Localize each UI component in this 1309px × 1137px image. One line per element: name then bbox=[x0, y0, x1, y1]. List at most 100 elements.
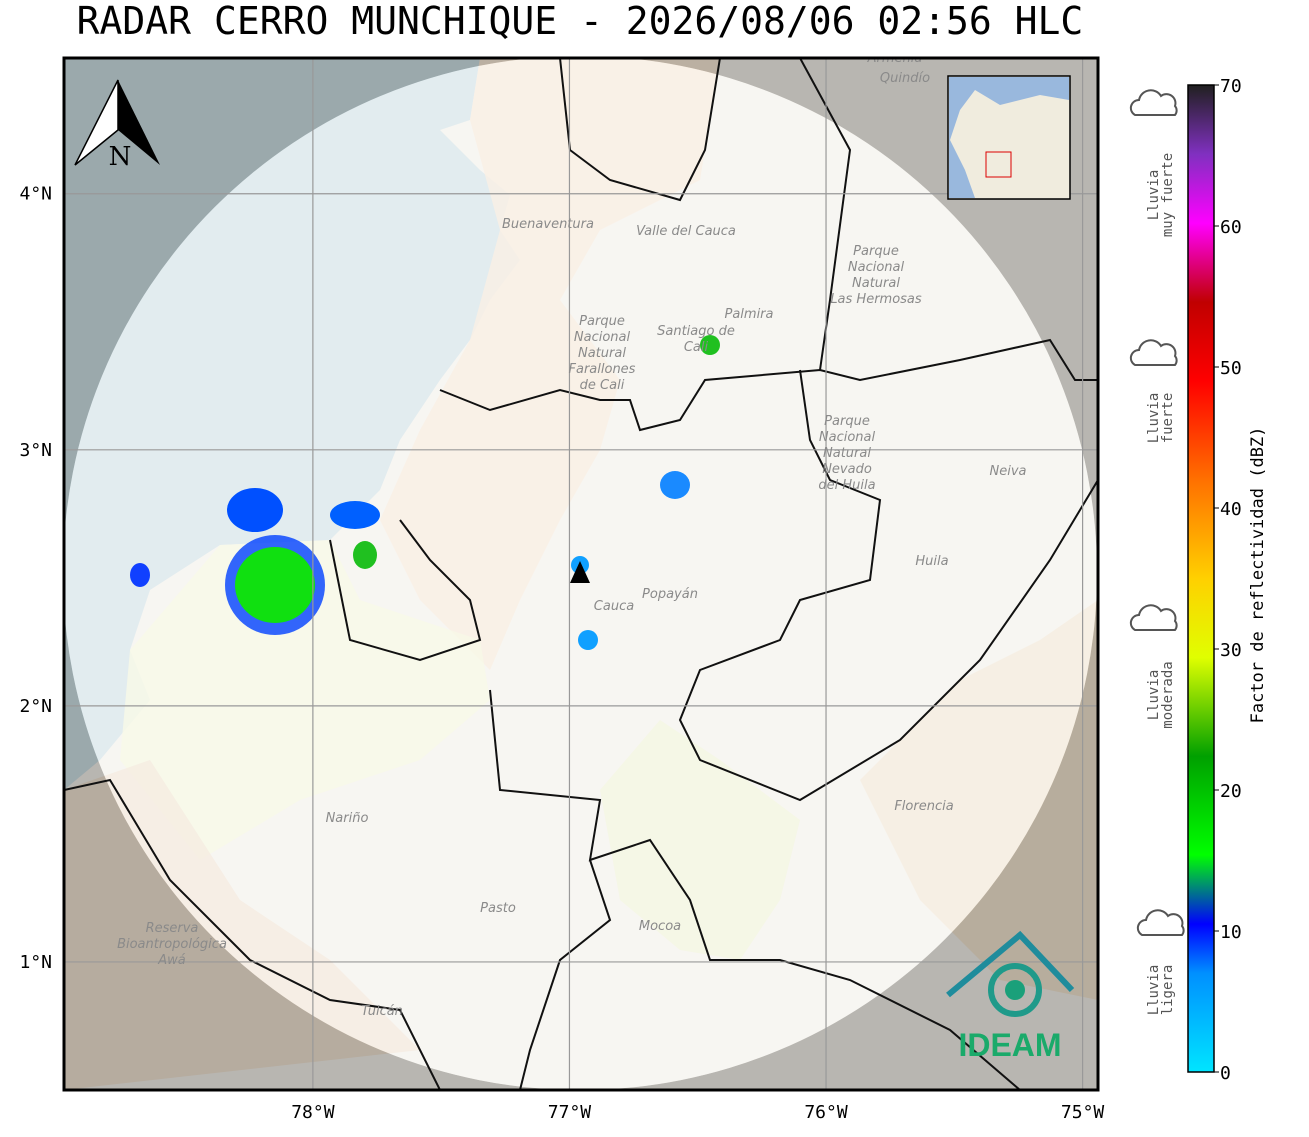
north-arrow: N bbox=[74, 79, 160, 172]
radar-echoes bbox=[130, 335, 720, 650]
place-line: Parque bbox=[824, 414, 870, 429]
echo bbox=[578, 630, 598, 650]
axes: 78°W 77°W 76°W 75°W 4°N 3°N 2°N 1°N bbox=[19, 184, 1104, 1123]
lon-tick-label: 75°W bbox=[1061, 1102, 1105, 1123]
rain-label: Lluvia bbox=[1146, 393, 1162, 444]
place-line: Santiago de bbox=[657, 324, 735, 339]
colorbar bbox=[1187, 84, 1215, 1073]
place-line: Parque bbox=[579, 314, 625, 329]
place-line: Florencia bbox=[894, 799, 953, 814]
place-labels: Buenaventura Valle del Cauca Palmira Santia… bbox=[117, 51, 1027, 1019]
colorbar-tick-label: 0 bbox=[1220, 1063, 1231, 1084]
logo-text: IDEAM bbox=[958, 1027, 1061, 1063]
lon-tick-label: 77°W bbox=[548, 1102, 592, 1123]
place-label: Nariño bbox=[326, 811, 369, 826]
echo bbox=[330, 501, 380, 529]
place-line: Tulcán bbox=[361, 1004, 403, 1019]
echo bbox=[660, 471, 690, 499]
place-label: Tulcán bbox=[361, 1004, 403, 1019]
border bbox=[439, 338, 1098, 432]
place-label: Reserva Bioantropológica Awá bbox=[117, 921, 227, 968]
logo: IDEAM bbox=[946, 930, 1075, 1063]
border bbox=[799, 58, 852, 371]
place-line: Palmira bbox=[724, 307, 773, 322]
rain-icon bbox=[1129, 339, 1178, 366]
place-label: Parque Nacional Natural Farallones de Cali bbox=[569, 314, 636, 393]
inset-map bbox=[947, 75, 1071, 200]
place-label: Santiago de Cali bbox=[657, 324, 735, 355]
borders bbox=[64, 58, 1098, 1090]
echo bbox=[235, 547, 315, 623]
inset-sea bbox=[949, 77, 1069, 198]
rain-label: fuerte bbox=[1160, 393, 1176, 444]
place-line: Buenaventura bbox=[502, 217, 594, 232]
place-label: Popayán bbox=[642, 587, 698, 602]
colorbar-tick-label: 20 bbox=[1220, 781, 1242, 802]
place-line: Cauca bbox=[594, 599, 634, 614]
place-label: Mocoa bbox=[639, 919, 681, 934]
place-label: Parque Nacional Natural Nevado del Huila bbox=[818, 414, 875, 493]
rain-label: muy fuerte bbox=[1160, 153, 1176, 237]
place-label: Florencia bbox=[894, 799, 953, 814]
place-label: Neiva bbox=[990, 464, 1027, 479]
place-line: Natural bbox=[823, 446, 871, 461]
place-line: Farallones bbox=[569, 362, 636, 377]
border bbox=[559, 58, 721, 202]
place-line: Nacional bbox=[848, 260, 905, 275]
place-label: Cauca bbox=[594, 599, 634, 614]
place-line: Valle del Cauca bbox=[636, 224, 736, 239]
border bbox=[678, 369, 1098, 802]
rain-icon bbox=[1129, 604, 1178, 631]
lat-tick-label: 2°N bbox=[19, 696, 52, 717]
place-line: Neiva bbox=[990, 464, 1027, 479]
lat-tick-label: 1°N bbox=[19, 952, 52, 973]
colorbar-tick-label: 50 bbox=[1220, 358, 1242, 379]
radar-site bbox=[570, 561, 590, 583]
echo bbox=[353, 541, 377, 569]
logo-roof bbox=[946, 930, 1075, 998]
place-line: Reserva bbox=[146, 921, 199, 936]
place-label: Quindío bbox=[880, 71, 930, 86]
lat-tick-label: 4°N bbox=[19, 184, 52, 205]
place-line: Mocoa bbox=[639, 919, 681, 934]
colorbar-tick-label: 40 bbox=[1220, 499, 1242, 520]
place-line: Natural bbox=[852, 276, 900, 291]
logo-swirl bbox=[988, 963, 1042, 1017]
place-line: Natural bbox=[578, 346, 626, 361]
place-label: Palmira bbox=[724, 307, 773, 322]
place-label: Buenaventura bbox=[502, 217, 594, 232]
rain-label: Lluvia bbox=[1146, 965, 1162, 1016]
inset-extent bbox=[985, 151, 1012, 178]
echo bbox=[130, 563, 150, 587]
graticule bbox=[64, 58, 1098, 1090]
place-line: Nariño bbox=[326, 811, 369, 826]
echo bbox=[227, 488, 283, 532]
north-label: N bbox=[109, 142, 132, 172]
colorbar-tick-label: 30 bbox=[1220, 640, 1242, 661]
rain-label: moderada bbox=[1160, 661, 1176, 728]
place-line: Quindío bbox=[880, 71, 930, 86]
colorbar-label: Factor de reflectividad (dBZ) bbox=[1248, 427, 1268, 724]
place-line: Armenia bbox=[867, 51, 923, 66]
place-line: Nacional bbox=[819, 430, 876, 445]
rain-label: Lluvia bbox=[1146, 670, 1162, 721]
map: Buenaventura Valle del Cauca Palmira Santia… bbox=[64, 51, 1098, 1090]
colorbar-ticks: 0 10 20 30 40 50 60 70 bbox=[1214, 76, 1242, 1084]
echo bbox=[700, 335, 720, 355]
lon-tick-label: 76°W bbox=[804, 1102, 848, 1123]
rain-label: Lluvia bbox=[1146, 170, 1162, 221]
place-line: de Cali bbox=[580, 378, 625, 393]
lat-tick-label: 3°N bbox=[19, 440, 52, 461]
colorbar-tick-label: 10 bbox=[1220, 922, 1242, 943]
colorbar-tick-label: 60 bbox=[1220, 217, 1242, 238]
place-label: Valle del Cauca bbox=[636, 224, 736, 239]
border bbox=[489, 689, 1021, 1090]
place-line: del Huila bbox=[818, 478, 875, 493]
place-label: Pasto bbox=[480, 901, 516, 916]
place-line: Huila bbox=[915, 554, 948, 569]
place-label: Armenia bbox=[867, 51, 923, 66]
place-line: Bioantropológica bbox=[117, 937, 227, 952]
logo-swirl bbox=[1005, 980, 1025, 1000]
